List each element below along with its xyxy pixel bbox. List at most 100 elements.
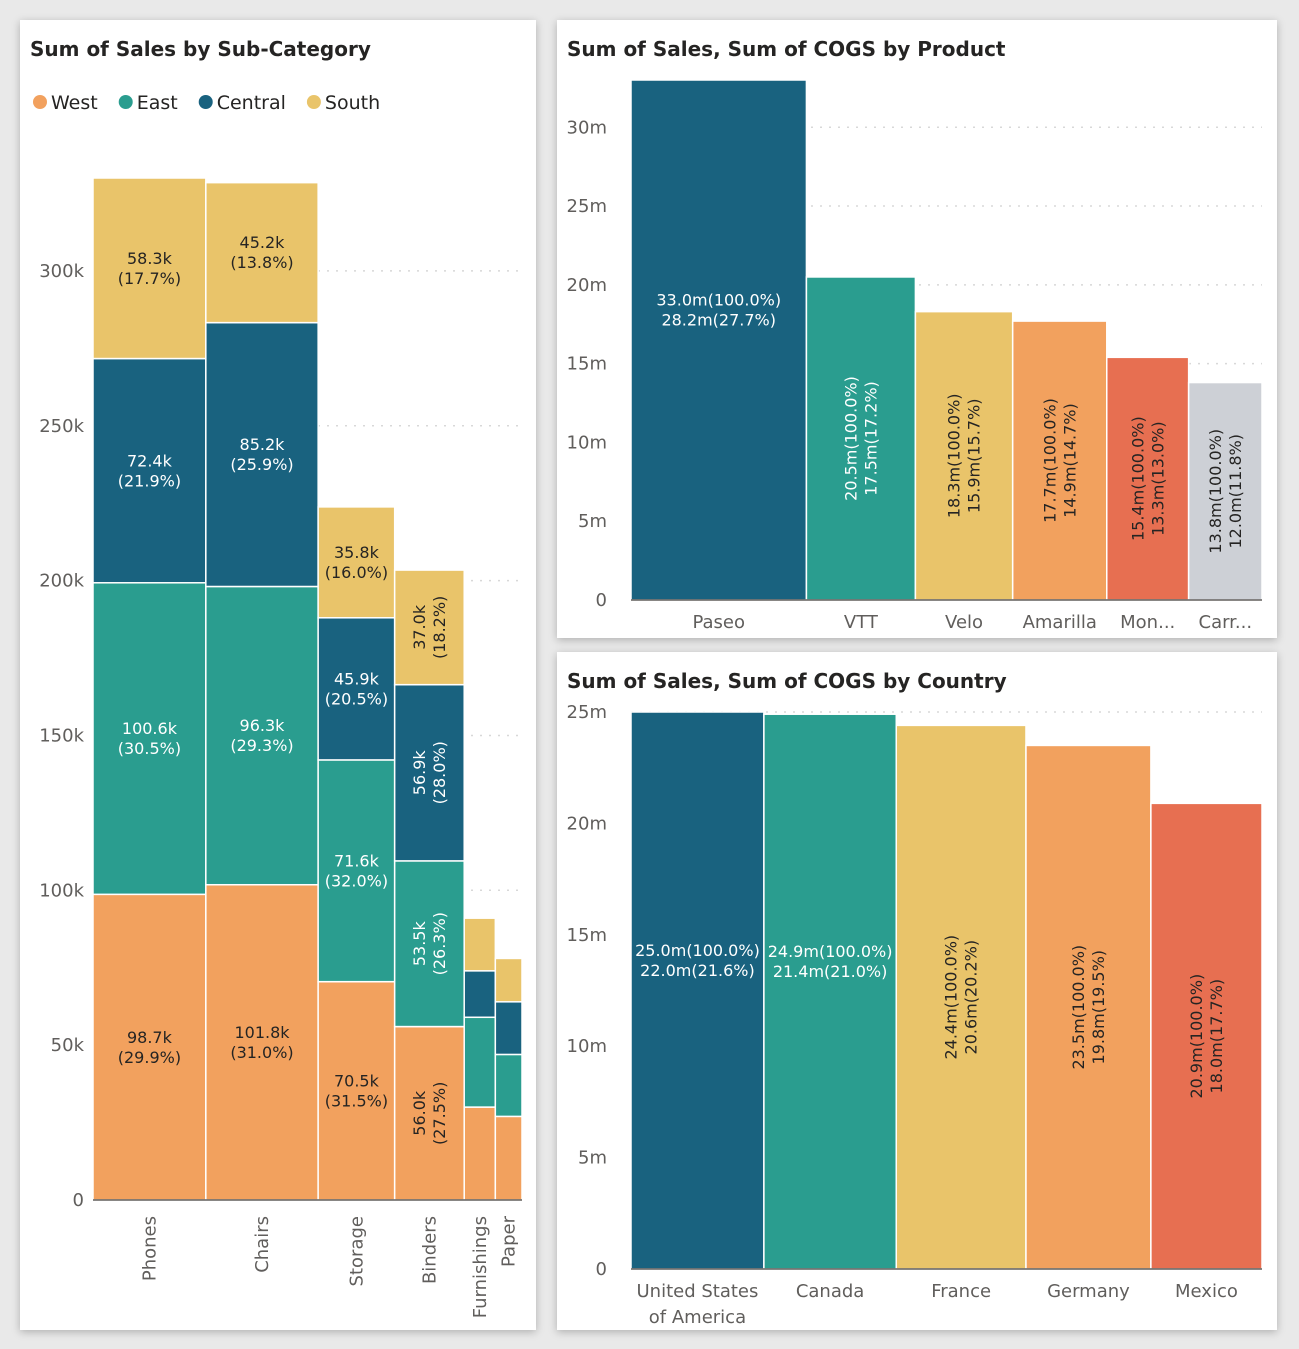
chart-title: Sum of Sales, Sum of COGS by Product <box>567 37 1006 61</box>
x-tick-label-france: France <box>931 1281 991 1302</box>
data-label-chairs-south: 45.2k (13.8%) <box>230 233 293 272</box>
data-label-chairs-east: 96.3k (29.3%) <box>230 716 293 755</box>
data-label-chairs-west: 101.8k (31.0%) <box>230 1023 293 1062</box>
segment-storage-east <box>317 759 396 983</box>
y-tick-label: 15m <box>567 354 607 375</box>
segment-chairs-south <box>205 181 319 324</box>
data-label-velo: 18.3m(100.0%)15.9m(15.7%) <box>945 393 984 518</box>
legend-label-west: West <box>51 92 98 114</box>
data-label-storage-south: 35.8k (16.0%) <box>325 543 388 582</box>
x-tick-label-phones: Phones <box>139 1216 160 1281</box>
segment-phones-east <box>92 582 207 896</box>
sales-cogs-by-country-chart: Sum of Sales, Sum of COGS by Country 0 5m… <box>567 669 1263 1328</box>
data-label-carr: 13.8m(100.0%)12.0m(11.8%) <box>1206 429 1245 554</box>
data-label-mon: 15.4m(100.0%)13.3m(13.0%) <box>1128 416 1167 541</box>
bar-united-states-of-america <box>630 711 765 1270</box>
data-label-france: 24.4m(100.0%)20.6m(20.2%) <box>942 935 981 1060</box>
segment-paper-central <box>494 1001 523 1056</box>
x-tick-label-vtt: VTT <box>844 612 879 633</box>
bar-amarilla <box>1011 320 1108 601</box>
segment-binders-central <box>393 683 465 862</box>
legend-marker-west <box>33 95 47 109</box>
x-tick-label-united-states-of-america: United States <box>637 1281 759 1302</box>
y-tick-label: 25m <box>567 196 607 217</box>
segment-chairs-central <box>205 321 319 588</box>
x-tick-label-amarilla: Amarilla <box>1023 612 1097 633</box>
y-tick-label: 50k <box>51 1035 85 1056</box>
y-tick-label: 0 <box>596 1259 607 1280</box>
y-tick-label: 5m <box>578 511 607 532</box>
segment-storage-south <box>317 506 396 619</box>
data-label-storage-east: 71.6k (32.0%) <box>325 851 388 890</box>
data-label-amarilla: 17.7m(100.0%)14.9m(14.7%) <box>1040 398 1079 523</box>
data-label-binders-west: 56.0k(27.5%) <box>410 1082 449 1145</box>
segment-binders-south <box>393 569 465 686</box>
segment-chairs-east <box>205 585 319 886</box>
x-tick-label-paper: Paper <box>499 1215 520 1267</box>
y-tick-label: 15m <box>567 925 607 946</box>
x-tick-label-chairs: Chairs <box>252 1216 273 1273</box>
bar-mon <box>1106 356 1190 601</box>
legend-marker-east <box>118 95 133 109</box>
y-tick-label: 25m <box>567 702 607 723</box>
chart-title: Sum of Sales, Sum of COGS by Country <box>567 669 1007 693</box>
data-label-phones-east: 100.6k (30.5%) <box>118 719 181 758</box>
segment-paper-south <box>494 957 523 1003</box>
data-label-binders-south: 37.0k(18.2%) <box>410 596 449 659</box>
bar-germany <box>1025 744 1152 1270</box>
y-tick-label: 5m <box>578 1148 607 1169</box>
legend-label-central: Central <box>217 92 286 114</box>
sales-by-subcategory-chart: Sum of Sales by Sub-Category 0 50k 100k 150… <box>30 37 523 1318</box>
sales-by-subcategory-panel: Sum of Sales by Sub-Category 0 50k 100k 150… <box>20 20 536 1330</box>
data-label-united-states-of-america: 25.0m(100.0%) 22.0m(21.6%) <box>635 941 760 980</box>
segment-paper-west <box>494 1115 523 1201</box>
y-tick-label: 150k <box>39 725 84 746</box>
x-tick-label-furnishings: Furnishings <box>470 1216 491 1318</box>
x-tick-label-binders: Binders <box>419 1216 440 1284</box>
bar-carr <box>1187 381 1263 601</box>
chart-title: Sum of Sales by Sub-Category <box>30 37 371 61</box>
y-tick-label: 200k <box>39 571 84 592</box>
data-label-paseo: 33.0m(100.0%) 28.2m(27.7%) <box>656 291 781 330</box>
data-label-binders-central: 56.9k(28.0%) <box>410 741 449 804</box>
data-label-chairs-central: 85.2k (25.9%) <box>230 435 293 474</box>
x-tick-label-storage: Storage <box>346 1216 367 1286</box>
data-label-mexico: 20.9m(100.0%)18.0m(17.7%) <box>1187 974 1226 1099</box>
bar-velo <box>914 310 1014 601</box>
y-tick-label: 250k <box>39 416 84 437</box>
data-label-phones-south: 58.3k (17.7%) <box>118 249 181 288</box>
x-tick-label-mexico: Mexico <box>1175 1281 1238 1302</box>
data-label-canada: 24.9m(100.0%) 21.4m(21.0%) <box>768 942 893 981</box>
data-label-storage-central: 45.9k (20.5%) <box>325 669 388 708</box>
legend-label-south: South <box>325 92 380 114</box>
y-tick-label: 10m <box>567 432 607 453</box>
x-tick-label-canada: Canada <box>796 1281 865 1302</box>
bar-vtt <box>805 276 917 601</box>
y-tick-label: 10m <box>567 1036 607 1057</box>
y-tick-label: 100k <box>39 880 84 901</box>
bar-canada <box>763 713 898 1270</box>
data-label-binders-east: 53.5k(26.3%) <box>410 912 449 975</box>
y-tick-label: 20m <box>567 275 607 296</box>
y-tick-label: 20m <box>567 813 607 834</box>
data-label-phones-west: 98.7k (29.9%) <box>118 1028 181 1067</box>
x-tick-label-mon: Mon... <box>1120 612 1175 633</box>
segment-phones-south <box>92 177 207 360</box>
legend-marker-south <box>306 95 321 109</box>
segment-chairs-west <box>205 883 319 1201</box>
y-tick-label: 0 <box>596 590 607 611</box>
segment-phones-west <box>92 893 207 1201</box>
x-tick-label-paseo: Paseo <box>692 612 745 633</box>
segment-furnishings-south <box>463 917 497 972</box>
segment-paper-east <box>494 1053 523 1118</box>
x-tick-label-velo: Velo <box>945 612 983 633</box>
y-tick-label: 30m <box>567 117 607 138</box>
data-label-storage-west: 70.5k (31.5%) <box>325 1071 388 1110</box>
sales-cogs-by-product-chart: Sum of Sales, Sum of COGS by Product 0 5m… <box>567 37 1263 633</box>
sales-cogs-by-country-panel: Sum of Sales, Sum of COGS by Country 0 5m… <box>557 652 1277 1330</box>
x-tick-label-germany: Germany <box>1047 1281 1130 1302</box>
segment-furnishings-central <box>463 970 497 1019</box>
data-label-phones-central: 72.4k (21.9%) <box>118 451 181 490</box>
data-label-vtt: 20.5m(100.0%)17.5m(17.2%) <box>842 376 881 501</box>
y-tick-label: 300k <box>39 261 84 282</box>
